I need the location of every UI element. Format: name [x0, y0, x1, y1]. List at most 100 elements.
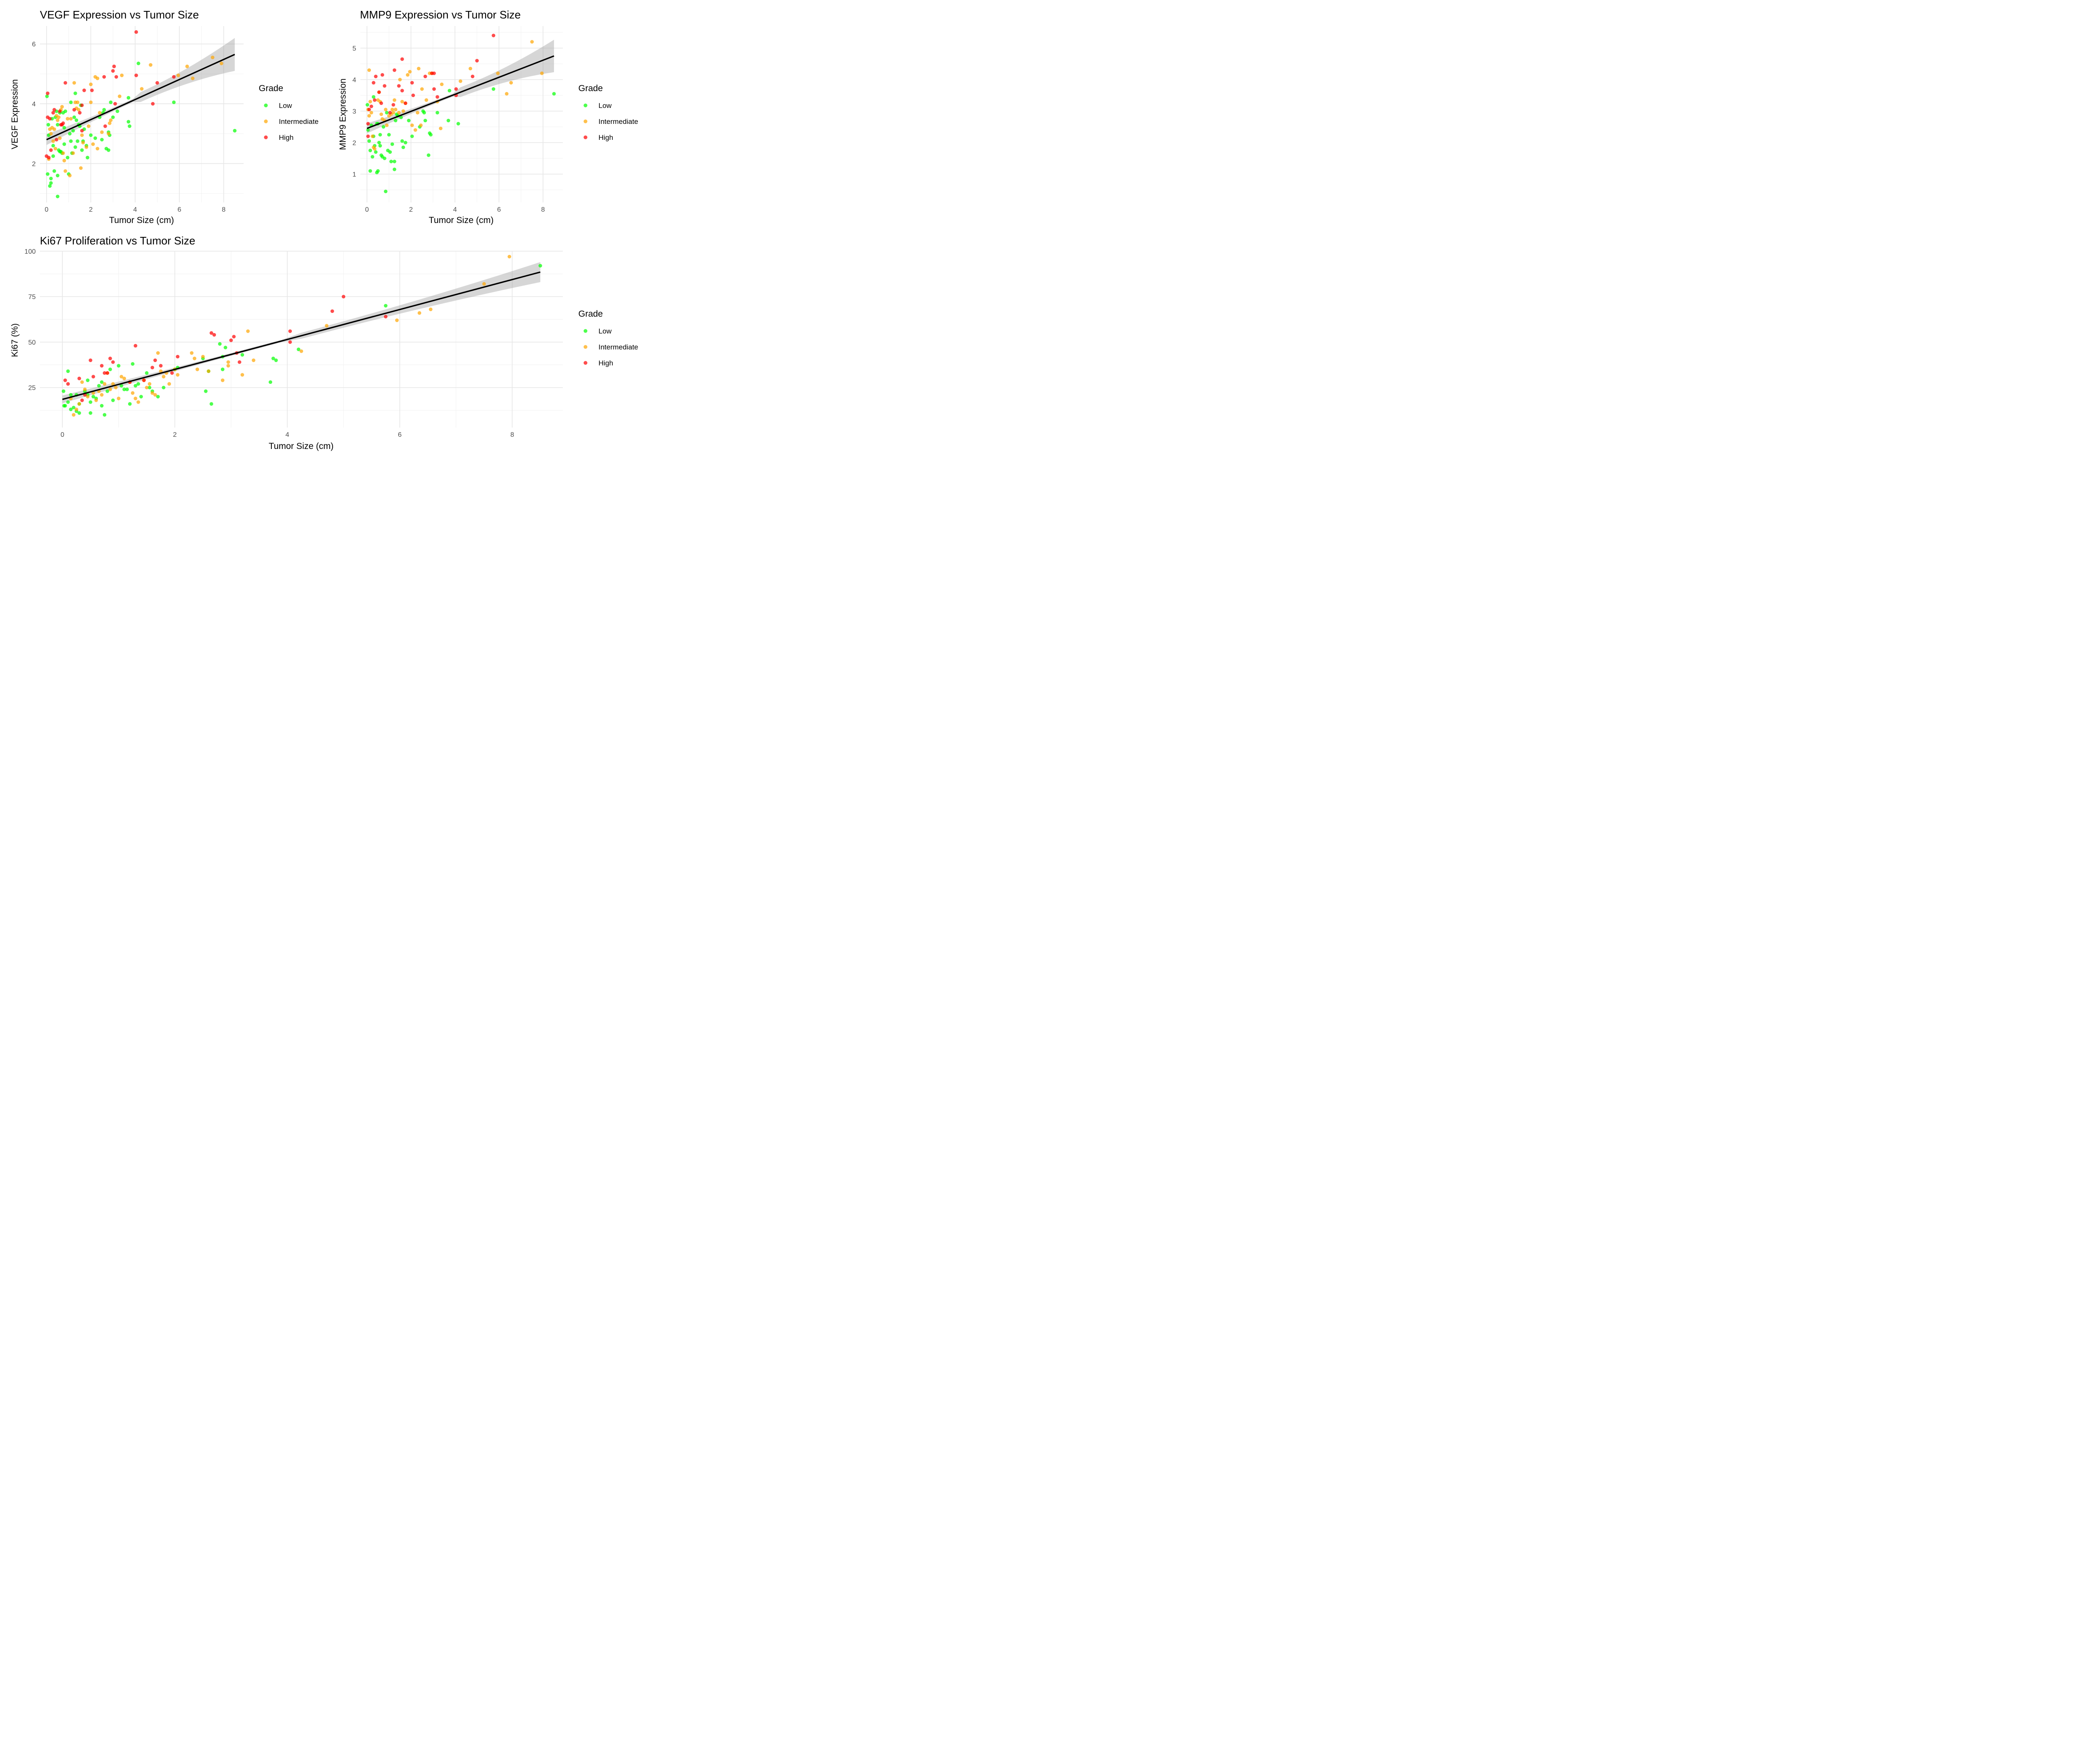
x-axis-title: Tumor Size (cm): [109, 215, 174, 225]
data-point-intermediate: [83, 387, 87, 391]
data-point-low: [387, 133, 391, 137]
legend-key-high: [583, 135, 588, 139]
data-point-intermediate: [84, 145, 89, 149]
data-point-high: [475, 59, 479, 63]
data-point-low: [136, 382, 140, 386]
data-point-low: [89, 400, 92, 404]
data-point-intermediate: [72, 413, 76, 417]
data-point-low: [220, 368, 225, 371]
data-point-high: [400, 89, 404, 93]
data-point-intermediate: [395, 318, 399, 322]
confidence-band: [62, 262, 541, 404]
data-point-intermediate: [192, 357, 197, 360]
data-point-low: [131, 362, 135, 366]
data-point-intermediate: [86, 395, 90, 399]
data-point-intermediate: [195, 368, 200, 371]
panel-vegf-chart: VEGF Expression vs Tumor Size 0 2 4 6 8 2 4 6 T…: [10, 8, 319, 225]
data-point-low: [374, 150, 378, 154]
data-point-high: [51, 111, 55, 115]
data-point-high: [491, 34, 496, 37]
data-point-low: [74, 118, 79, 122]
data-point-intermediate: [100, 393, 104, 397]
data-point-high: [49, 148, 53, 152]
regression-line: [46, 54, 235, 141]
data-point-intermediate: [53, 147, 58, 151]
y-tick-label: 2: [32, 160, 36, 168]
x-tick-label: 2: [409, 206, 413, 213]
data-point-high: [103, 124, 107, 128]
regression-line: [62, 271, 541, 400]
data-point-intermediate: [219, 61, 223, 66]
data-point-low: [46, 123, 50, 127]
y-tick-label: 100: [24, 248, 36, 255]
legend-key-low: [264, 103, 268, 108]
data-point-intermediate: [159, 369, 163, 373]
data-point-low: [447, 89, 452, 93]
data-point-high: [80, 103, 84, 107]
x-tick-label: 2: [173, 431, 177, 438]
data-point-high: [454, 87, 458, 91]
data-point-intermediate: [114, 386, 118, 390]
data-point-low: [119, 384, 123, 388]
data-point-low: [51, 154, 55, 158]
data-point-low: [446, 118, 450, 123]
x-tick-label: 6: [178, 206, 181, 213]
data-point-intermediate: [459, 79, 462, 83]
data-point-low: [377, 141, 381, 144]
data-point-low: [367, 139, 371, 143]
x-tick-label: 4: [286, 431, 289, 438]
y-tick-label: 6: [32, 41, 36, 48]
data-point-intermediate: [482, 282, 486, 286]
data-point-low: [74, 91, 77, 95]
data-point-high: [134, 30, 138, 34]
data-point-high: [46, 91, 50, 95]
legend-label-high: High: [598, 359, 613, 367]
data-point-low: [125, 387, 129, 391]
data-point-high: [377, 90, 381, 94]
data-point-high: [288, 329, 292, 333]
data-point-intermediate: [91, 142, 95, 146]
data-point-intermediate: [191, 76, 195, 80]
data-point-low: [376, 169, 380, 173]
data-point-low: [100, 404, 104, 408]
y-tick-label: 2: [352, 140, 356, 147]
data-point-intermediate: [61, 151, 65, 155]
y-tick-label: 5: [352, 45, 356, 52]
legend-label-intermediate: Intermediate: [598, 118, 638, 126]
data-point-intermediate: [98, 111, 102, 115]
data-point-intermediate: [167, 382, 171, 386]
legend-label-low: Low: [279, 102, 292, 110]
data-point-high: [170, 371, 174, 375]
data-point-intermediate: [58, 136, 62, 140]
data-point-low: [66, 400, 70, 404]
data-point-high: [411, 93, 415, 97]
data-point-low: [109, 100, 113, 104]
data-point-low: [210, 402, 213, 406]
grid: [40, 251, 563, 428]
data-point-low: [48, 184, 52, 188]
data-point-high: [210, 331, 213, 335]
legend-key-low: [583, 103, 588, 108]
data-point-low: [74, 145, 77, 149]
data-point-high: [89, 358, 92, 362]
data-point-intermediate: [401, 109, 405, 113]
data-point-intermediate: [49, 131, 53, 136]
y-tick-label: 75: [28, 294, 36, 301]
data-point-low: [66, 155, 70, 160]
data-point-high: [151, 102, 155, 106]
data-point-low: [370, 155, 375, 159]
data-point-low: [383, 189, 388, 194]
y-tick-label: 4: [32, 101, 36, 108]
legend-key-low: [583, 329, 588, 333]
data-point-high: [108, 357, 112, 360]
x-tick-label: 4: [453, 206, 457, 213]
regression-line-path: [46, 54, 235, 141]
data-point-intermediate: [89, 100, 93, 104]
data-point-intermediate: [383, 108, 388, 112]
x-tick-label: 0: [45, 206, 48, 213]
data-point-intermediate: [122, 376, 126, 381]
data-point-high: [330, 309, 334, 313]
data-point-low: [89, 411, 92, 415]
data-point-intermediate: [299, 349, 303, 353]
data-point-low: [76, 139, 79, 143]
